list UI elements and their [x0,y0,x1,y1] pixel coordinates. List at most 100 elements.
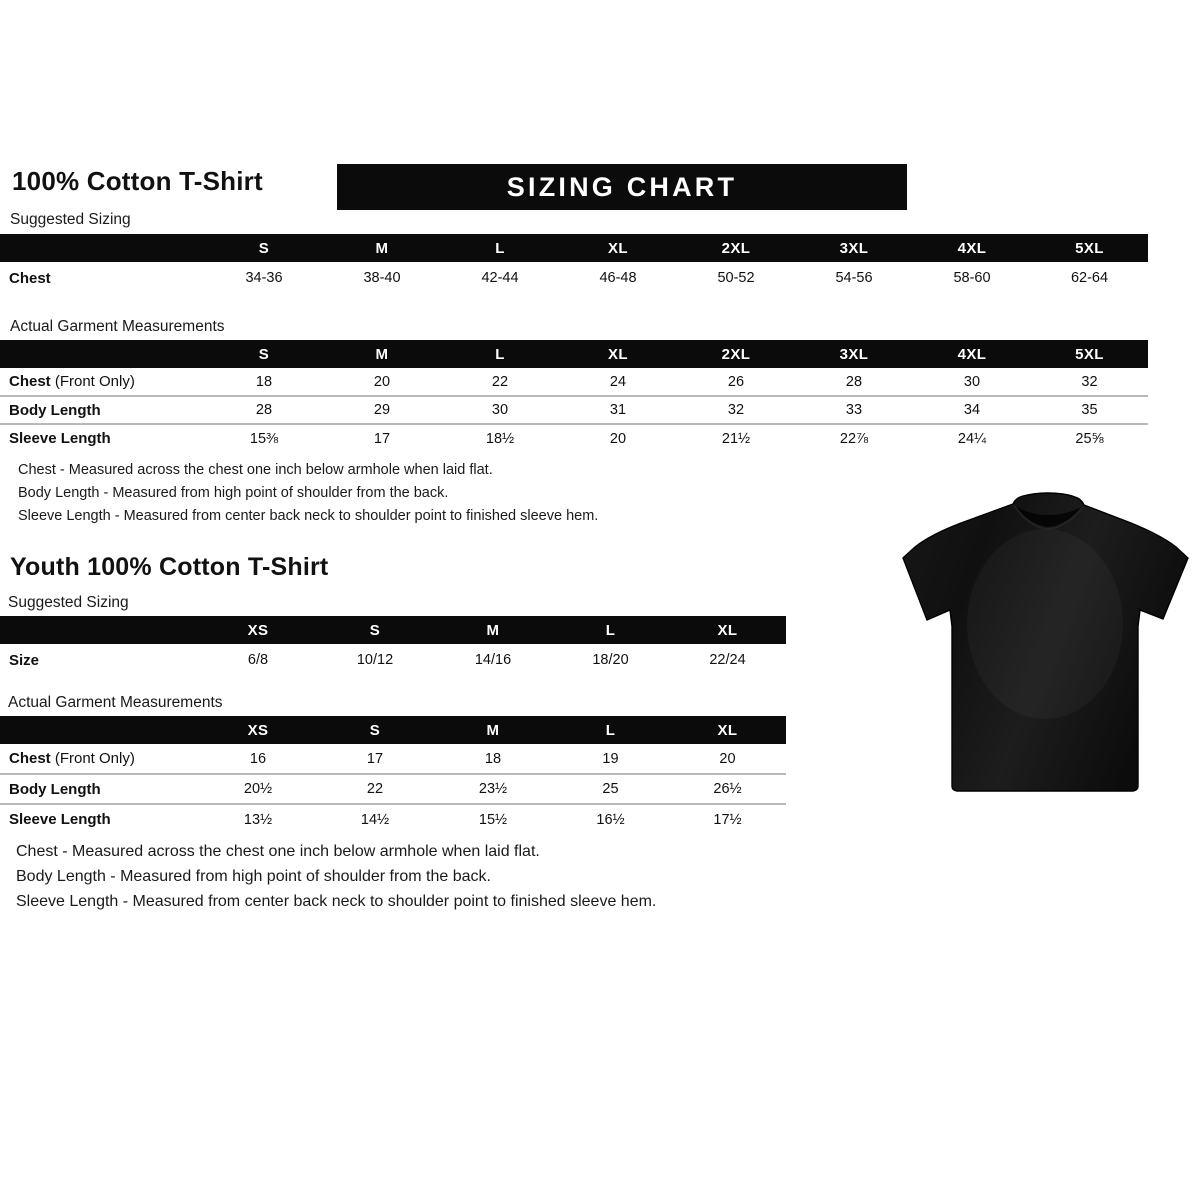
row-label: Sleeve Length [0,803,200,834]
tshirt-product-image [895,474,1195,804]
row-label: Chest (Front Only) [0,744,200,774]
col-header: L [495,239,505,257]
cell: 62-64 [1070,270,1109,286]
cell: 6/8 [247,652,269,668]
cell: 30 [441,395,559,424]
table-header-row: XS S M L XL [0,616,786,644]
table-row: Size 6/8 10/12 14/16 18/20 22/24 [0,644,786,676]
cell: 42-44 [481,270,519,286]
cell: 14½ [316,803,434,834]
youth-suggested-caption: Suggested Sizing [8,594,129,611]
cell: 16 [249,750,267,767]
table-header-row: S M L XL 2XL 3XL 4XL 5XL [0,340,1148,368]
cell: 21½ [677,423,795,452]
cell: 58-60 [953,270,991,286]
row-label-main: Sleeve Length [9,430,111,447]
col-header: M [486,721,500,739]
cell: 22 [491,373,509,390]
cell: 18/20 [592,652,629,668]
table-row: Body Length 28 29 30 31 32 33 34 35 [0,395,1148,424]
cell: 24¼ [913,423,1031,452]
adult-section-title: 100% Cotton T-Shirt [12,166,263,196]
col-header: 3XL [839,345,869,363]
col-header: S [258,239,270,257]
youth-measurement-notes: Chest - Measured across the chest one in… [16,843,656,918]
note-body-length: Body Length - Measured from high point o… [16,868,491,885]
cell: 17 [323,423,441,452]
cell: 28 [205,395,323,424]
cell: 20 [719,750,736,767]
note-sleeve-length: Sleeve Length - Measured from center bac… [16,893,657,910]
table-row: Chest 34-36 38-40 42-44 46-48 50-52 54-5… [0,262,1148,294]
row-label: Body Length [0,395,205,424]
col-header: S [258,345,270,363]
sizing-chart-banner: SIZING CHART [337,164,907,210]
cell: 13½ [200,803,316,834]
col-header [0,340,205,368]
cell: 10/12 [356,652,394,668]
col-header: L [605,721,616,739]
col-header: 4XL [957,345,987,363]
cell: 15½ [434,803,552,834]
col-header: 2XL [721,239,751,257]
cell: 20½ [200,773,316,804]
row-label-note: (Front Only) [54,750,135,767]
adult-suggested-sizing-table: S M L XL 2XL 3XL 4XL 5XL Chest 34-36 38-… [0,234,1148,294]
cell: 25⅝ [1031,423,1148,452]
cell: 35 [1031,395,1148,424]
col-header: 2XL [721,345,751,363]
cell: 17 [366,750,384,767]
col-header: M [486,621,500,639]
cell: 20 [559,423,677,452]
note-body-length: Body Length - Measured from high point o… [18,485,449,501]
col-header: XL [608,345,628,363]
cell: 28 [845,373,863,390]
col-header: XS [247,721,269,739]
row-label-main: Chest [9,373,55,390]
col-header [0,234,205,262]
col-header: XL [717,721,738,739]
adult-actual-measurements-table: S M L XL 2XL 3XL 4XL 5XL Chest (Front On… [0,340,1148,452]
col-header: L [605,621,616,639]
cell: 16½ [552,803,669,834]
row-label-note: (Front Only) [54,373,135,390]
cell: 26½ [669,773,786,804]
cell: 34-36 [245,270,283,286]
col-header: 4XL [957,239,987,257]
youth-actual-measurements-table: XS S M L XL Chest (Front Only) 16 17 18 … [0,716,786,834]
cell: 24 [609,373,627,390]
table-header-row: XS S M L XL [0,716,786,744]
adult-measurement-notes: Chest - Measured across the chest one in… [18,462,598,531]
col-header: 5XL [1075,239,1104,257]
tshirt-icon [902,492,1189,792]
cell: 18 [484,750,502,767]
cell: 17½ [669,803,786,834]
row-label: Chest [9,269,51,287]
row-label-main: Sleeve Length [9,811,111,828]
adult-actual-caption: Actual Garment Measurements [10,318,225,335]
table-header-row: S M L XL 2XL 3XL 4XL 5XL [0,234,1148,262]
row-label: Size [9,651,40,669]
table-row: Body Length 20½ 22 23½ 25 26½ [0,773,786,804]
col-header: XL [608,239,628,257]
cell: 14/16 [474,652,512,668]
col-header: 5XL [1075,345,1104,363]
cell: 38-40 [363,270,401,286]
cell: 22 [316,773,434,804]
cell: 50-52 [717,270,755,286]
col-header: M [375,345,389,363]
col-header [0,716,200,744]
cell: 33 [795,395,913,424]
col-header [0,616,200,644]
cell: 19 [602,750,619,767]
cell: 22/24 [709,652,746,668]
cell: 29 [323,395,441,424]
cell: 25 [552,773,669,804]
youth-actual-caption: Actual Garment Measurements [8,694,223,711]
cell: 46-48 [599,270,637,286]
note-chest: Chest - Measured across the chest one in… [16,843,540,860]
table-row: Sleeve Length 13½ 14½ 15½ 16½ 17½ [0,803,786,834]
adult-suggested-caption: Suggested Sizing [10,211,131,228]
col-header: 3XL [839,239,869,257]
row-label-main: Body Length [9,780,101,798]
